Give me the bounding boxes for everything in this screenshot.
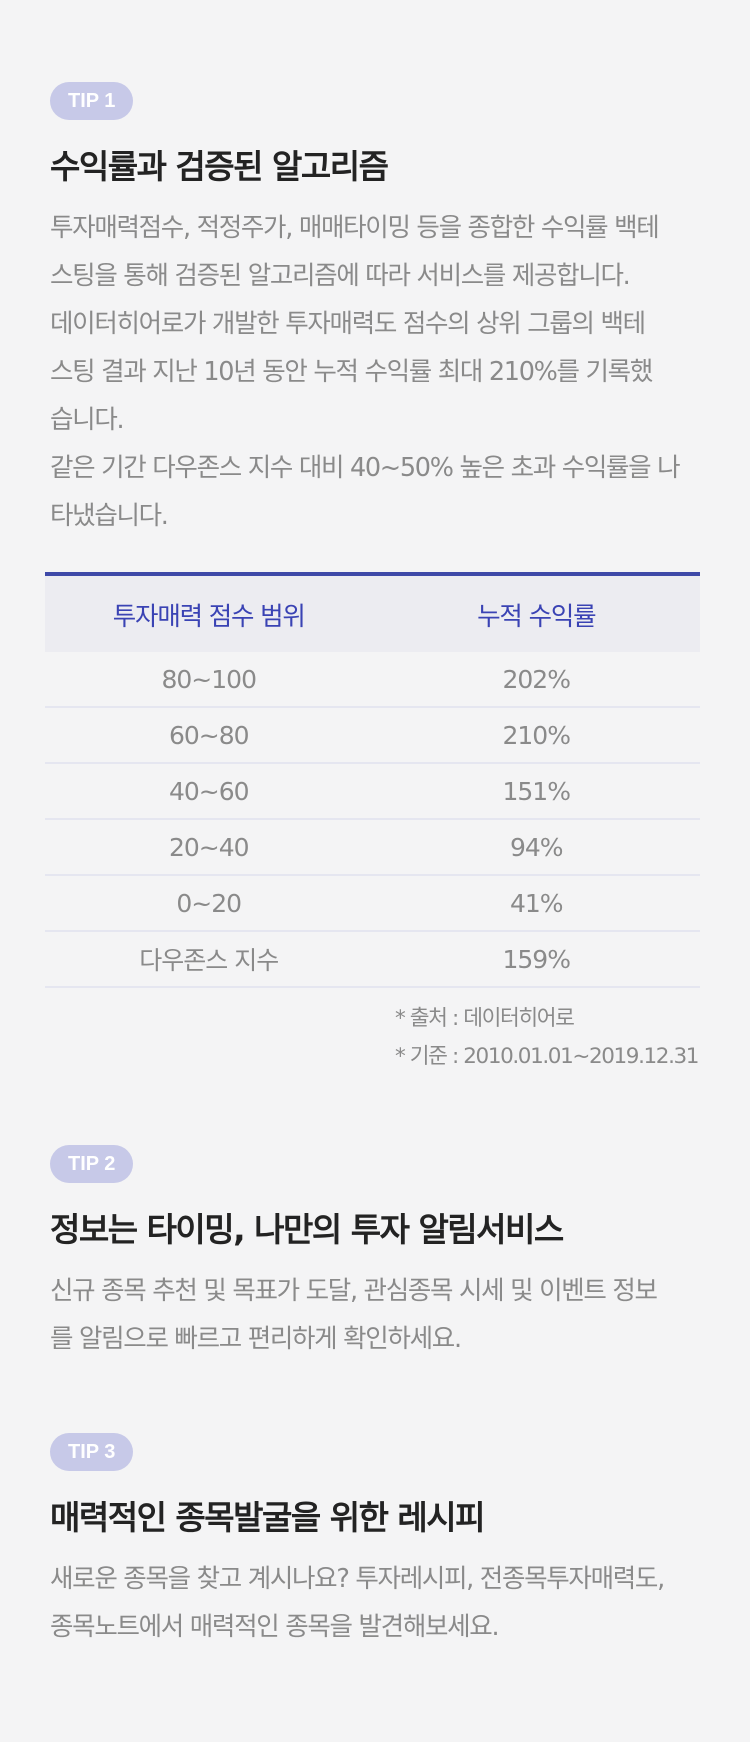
tip1-line: 스팅을 통해 검증된 알고리즘에 따라 서비스를 제공합니다.	[50, 252, 710, 300]
tip3-line: 종목노트에서 매력적인 종목을 발견해보세요.	[50, 1603, 710, 1651]
header-score-range: 투자매력 점수 범위	[45, 596, 373, 633]
tip3-line: 새로운 종목을 찾고 계시나요? 투자레시피, 전종목투자매력도,	[50, 1555, 710, 1603]
score-range-cell: 20~40	[45, 833, 373, 862]
return-cell: 202%	[373, 665, 701, 694]
tip1-line: 투자매력점수, 적정주가, 매매타이밍 등을 종합한 수익률 백테	[50, 204, 710, 252]
table-notes: * 출처 : 데이터히어로 * 기준 : 2010.01.01~2019.12.…	[395, 1000, 698, 1076]
tip2-description: 신규 종목 추천 및 목표가 도달, 관심종목 시세 및 이벤트 정보 를 알림…	[50, 1267, 710, 1363]
tip1-section: TIP 1 수익률과 검증된 알고리즘 투자매력점수, 적정주가, 매매타이밍 …	[50, 82, 710, 540]
tip3-title: 매력적인 종목발굴을 위한 레시피	[50, 1491, 710, 1539]
table-row: 0~20 41%	[45, 876, 700, 932]
tip2-title: 정보는 타이밍, 나만의 투자 알림서비스	[50, 1203, 710, 1251]
tip2-section: TIP 2 정보는 타이밍, 나만의 투자 알림서비스 신규 종목 추천 및 목…	[50, 1145, 710, 1363]
table-row: 다우존스 지수 159%	[45, 932, 700, 988]
table-header: 투자매력 점수 범위 누적 수익률	[45, 576, 700, 652]
return-cell: 159%	[373, 945, 701, 974]
tip2-line: 신규 종목 추천 및 목표가 도달, 관심종목 시세 및 이벤트 정보	[50, 1267, 710, 1315]
tip1-line: 타냈습니다.	[50, 492, 710, 540]
table-row: 80~100 202%	[45, 652, 700, 708]
source-note: * 출처 : 데이터히어로	[395, 1000, 698, 1038]
score-range-cell: 0~20	[45, 889, 373, 918]
table-row: 60~80 210%	[45, 708, 700, 764]
tip3-description: 새로운 종목을 찾고 계시나요? 투자레시피, 전종목투자매력도, 종목노트에서…	[50, 1555, 710, 1651]
return-cell: 41%	[373, 889, 701, 918]
tip1-badge: TIP 1	[50, 82, 133, 120]
tip1-line: 스팅 결과 지난 10년 동안 누적 수익률 최대 210%를 기록했	[50, 348, 710, 396]
table-row: 20~40 94%	[45, 820, 700, 876]
return-cell: 94%	[373, 833, 701, 862]
table-row: 40~60 151%	[45, 764, 700, 820]
tip1-title: 수익률과 검증된 알고리즘	[50, 140, 710, 188]
header-cumulative-return: 누적 수익률	[373, 596, 701, 633]
score-range-cell: 다우존스 지수	[45, 941, 373, 977]
period-note: * 기준 : 2010.01.01~2019.12.31	[395, 1038, 698, 1076]
tip1-line: 데이터히어로가 개발한 투자매력도 점수의 상위 그룹의 백테	[50, 300, 710, 348]
returns-table: 투자매력 점수 범위 누적 수익률 80~100 202% 60~80 210%…	[45, 572, 700, 988]
tip2-line: 를 알림으로 빠르고 편리하게 확인하세요.	[50, 1315, 710, 1363]
tip1-line: 습니다.	[50, 396, 710, 444]
score-range-cell: 40~60	[45, 777, 373, 806]
tip1-line: 같은 기간 다우존스 지수 대비 40~50% 높은 초과 수익률을 나	[50, 444, 710, 492]
return-cell: 151%	[373, 777, 701, 806]
tip3-badge: TIP 3	[50, 1433, 133, 1471]
score-range-cell: 80~100	[45, 665, 373, 694]
tip2-badge: TIP 2	[50, 1145, 133, 1183]
score-range-cell: 60~80	[45, 721, 373, 750]
tip3-section: TIP 3 매력적인 종목발굴을 위한 레시피 새로운 종목을 찾고 계시나요?…	[50, 1433, 710, 1651]
tip1-description: 투자매력점수, 적정주가, 매매타이밍 등을 종합한 수익률 백테 스팅을 통해…	[50, 204, 710, 540]
return-cell: 210%	[373, 721, 701, 750]
